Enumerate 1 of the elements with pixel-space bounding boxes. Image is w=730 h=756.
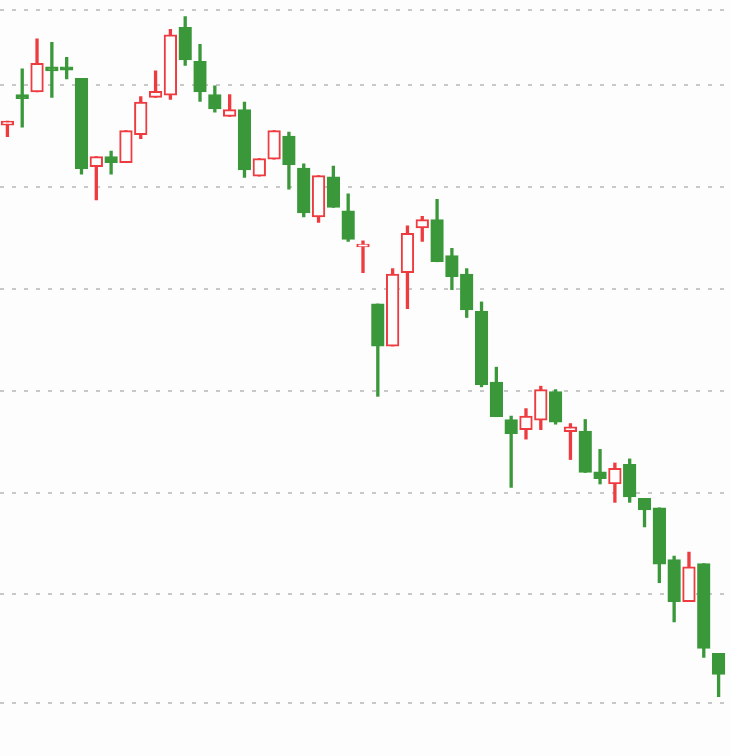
candlestick xyxy=(593,449,607,485)
